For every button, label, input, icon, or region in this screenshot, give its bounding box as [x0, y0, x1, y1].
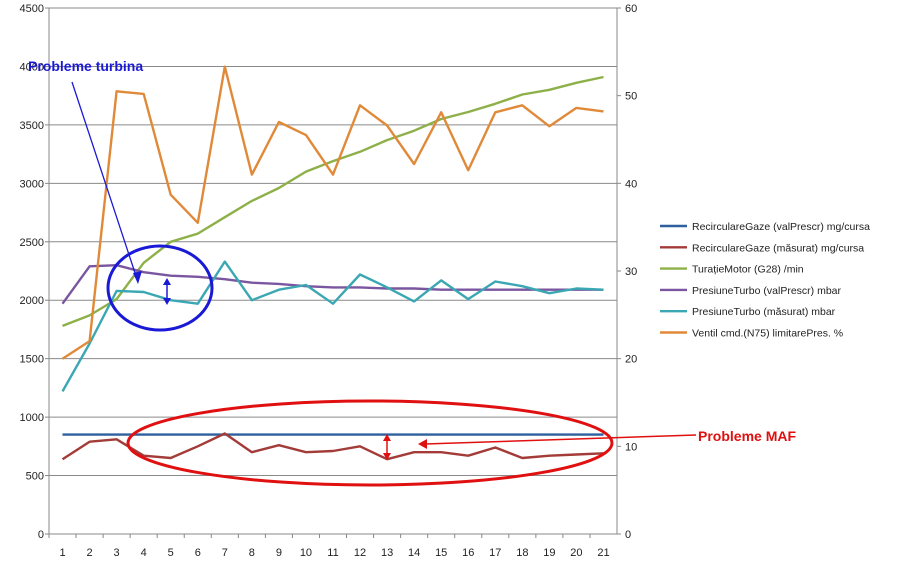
- x-tick-label: 14: [408, 547, 420, 559]
- x-tick-label: 8: [249, 547, 255, 559]
- x-tick-label: 16: [462, 547, 474, 559]
- legend-label: PresiuneTurbo (valPrescr) mbar: [692, 285, 841, 297]
- x-tick-label: 15: [435, 547, 447, 559]
- maf-gap-head-up: [383, 434, 391, 441]
- x-tick-label: 10: [300, 547, 312, 559]
- maf-gap-head-down: [383, 453, 391, 460]
- x-axis-ticks: 1 2 3 4 5 6 7 8 9 10 11 12 13 14 15 16 17 18 19 20 21: [48, 534, 610, 559]
- left-tick-label: 500: [26, 471, 44, 483]
- turbine-gap-head-up: [163, 278, 171, 285]
- series-line-3: [61, 264, 604, 305]
- x-tick-label: 5: [168, 547, 174, 559]
- x-tick-label: 4: [141, 547, 147, 559]
- x-tick-label: 11: [327, 547, 338, 559]
- right-axis-ticks: 0 10 20 30 40 50 60: [617, 3, 637, 541]
- left-tick-label: 1000: [20, 412, 44, 424]
- annotation-shapes: [71, 81, 697, 487]
- left-tick-label: 1500: [20, 354, 44, 366]
- right-tick-label: 40: [625, 178, 637, 190]
- annotation-turbine: Probleme turbina: [28, 58, 143, 74]
- series-line-1: [61, 432, 604, 461]
- x-tick-label: 3: [114, 547, 120, 559]
- left-tick-label: 3000: [20, 178, 44, 190]
- series-line-5: [61, 65, 604, 360]
- left-tick-label: 3500: [20, 120, 44, 132]
- legend-label: Ventil cmd.(N75) limitarePres. %: [692, 328, 843, 340]
- right-tick-label: 0: [625, 529, 631, 541]
- left-tick-label: 4000: [20, 61, 44, 73]
- x-tick-label: 18: [516, 547, 528, 559]
- turbine-gap-head-down: [163, 298, 171, 305]
- legend-label: RecirculareGaze (măsurat) mg/cursa: [692, 242, 864, 254]
- right-tick-label: 60: [625, 3, 637, 15]
- left-tick-label: 4500: [20, 3, 44, 15]
- legend-label: PresiuneTurbo (măsurat) mbar: [692, 306, 836, 318]
- x-tick-label: 7: [222, 547, 228, 559]
- series-line-4: [61, 260, 604, 392]
- right-tick-label: 20: [625, 354, 637, 366]
- right-tick-label: 30: [625, 266, 637, 278]
- left-tick-label: 2500: [20, 237, 44, 249]
- x-tick-label: 6: [195, 547, 201, 559]
- x-tick-label: 21: [597, 547, 609, 559]
- x-tick-label: 1: [59, 547, 65, 559]
- legend: RecirculareGaze (valPrescr) mg/cursa Reci…: [660, 221, 870, 340]
- x-tick-label: 19: [543, 547, 555, 559]
- x-tick-label: 17: [489, 547, 501, 559]
- annotation-maf: Probleme MAF: [698, 428, 796, 444]
- maf-ellipse: [126, 399, 614, 487]
- left-axis-ticks: 0 500 1000 1500 2000 2500 3000 3500 4000 4500: [20, 3, 49, 541]
- maf-pointer-head: [418, 439, 427, 449]
- series-line-2: [62, 75, 604, 328]
- gridlines: [49, 7, 617, 535]
- x-tick-label: 2: [87, 547, 93, 559]
- turbine-pointer-head: [133, 271, 142, 284]
- left-tick-label: 2000: [20, 295, 44, 307]
- x-tick-label: 9: [276, 547, 282, 559]
- series-lines: [61, 65, 604, 461]
- right-tick-label: 50: [625, 91, 637, 103]
- legend-label: TurațieMotor (G28) /min: [692, 264, 804, 276]
- maf-pointer-line: [424, 434, 697, 445]
- right-tick-label: 10: [625, 441, 637, 453]
- turbine-circle: [106, 244, 214, 332]
- x-tick-label: 13: [381, 547, 393, 559]
- turbine-pointer-line: [71, 81, 139, 283]
- left-tick-label: 0: [38, 529, 44, 541]
- legend-label: RecirculareGaze (valPrescr) mg/cursa: [692, 221, 870, 233]
- x-tick-label: 20: [570, 547, 582, 559]
- x-tick-label: 12: [354, 547, 366, 559]
